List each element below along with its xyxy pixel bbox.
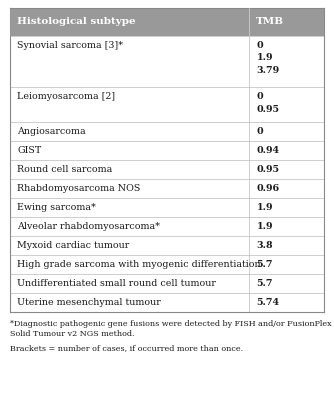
Text: Uterine mesenchymal tumour: Uterine mesenchymal tumour xyxy=(17,298,161,307)
Text: 5.7: 5.7 xyxy=(257,279,273,288)
Text: Ewing sarcoma*: Ewing sarcoma* xyxy=(17,203,96,212)
Text: Synovial sarcoma [3]*: Synovial sarcoma [3]* xyxy=(17,41,123,50)
Text: Brackets = number of cases, if occurred more than once.: Brackets = number of cases, if occurred … xyxy=(10,344,243,352)
Bar xyxy=(10,274,324,293)
Text: 0.95: 0.95 xyxy=(257,165,280,174)
Text: Alveolar rhabdomyosarcoma*: Alveolar rhabdomyosarcoma* xyxy=(17,222,160,231)
Text: 0: 0 xyxy=(257,127,263,136)
Text: 5.74: 5.74 xyxy=(257,298,280,307)
Text: Leiomyosarcoma [2]: Leiomyosarcoma [2] xyxy=(17,92,115,101)
Bar xyxy=(10,36,324,87)
Text: TMB: TMB xyxy=(256,18,284,26)
Bar xyxy=(10,236,324,255)
Bar xyxy=(10,179,324,198)
Bar xyxy=(10,160,324,179)
Text: 3.8: 3.8 xyxy=(257,241,273,250)
Text: 1.9: 1.9 xyxy=(257,203,273,212)
Bar xyxy=(10,217,324,236)
Text: 0.94: 0.94 xyxy=(257,146,280,155)
Text: 1.9: 1.9 xyxy=(257,222,273,231)
Bar xyxy=(10,87,324,122)
Text: 0
1.9
3.79: 0 1.9 3.79 xyxy=(257,41,280,75)
Text: 0
0.95: 0 0.95 xyxy=(257,92,280,114)
Bar xyxy=(10,122,324,141)
Bar xyxy=(10,8,324,36)
Text: Round cell sarcoma: Round cell sarcoma xyxy=(17,165,112,174)
Bar xyxy=(10,198,324,217)
Text: *Diagnostic pathogenic gene fusions were detected by FISH and/or FusionPlex Pan
: *Diagnostic pathogenic gene fusions were… xyxy=(10,320,334,338)
Text: Angiosarcoma: Angiosarcoma xyxy=(17,127,86,136)
Text: GIST: GIST xyxy=(17,146,41,155)
Text: Undifferentiated small round cell tumour: Undifferentiated small round cell tumour xyxy=(17,279,216,288)
Text: Myxoid cardiac tumour: Myxoid cardiac tumour xyxy=(17,241,129,250)
Text: Rhabdomyosarcoma NOS: Rhabdomyosarcoma NOS xyxy=(17,184,140,193)
Bar xyxy=(10,255,324,274)
Bar xyxy=(10,293,324,312)
Text: High grade sarcoma with myogenic differentiation: High grade sarcoma with myogenic differe… xyxy=(17,260,261,269)
Bar xyxy=(10,141,324,160)
Text: Histological subtype: Histological subtype xyxy=(17,18,136,26)
Text: 5.7: 5.7 xyxy=(257,260,273,269)
Text: 0.96: 0.96 xyxy=(257,184,280,193)
